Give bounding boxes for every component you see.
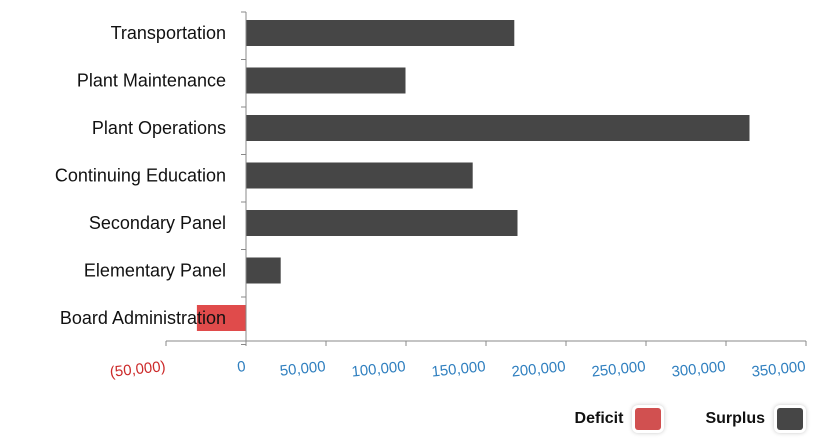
legend-swatch-surplus (777, 408, 803, 430)
category-label-secondary-panel: Secondary Panel (89, 213, 226, 233)
legend-item-deficit: Deficit (575, 408, 662, 430)
x-tick-label: (50,000) (109, 358, 166, 381)
x-tick-label: 150,000 (431, 358, 487, 381)
x-tick-label: 200,000 (511, 358, 567, 381)
x-tick-label: 350,000 (751, 358, 807, 381)
bar-plant-operations (245, 114, 751, 142)
bar-board-administration (195, 304, 247, 332)
legend-swatch-deficit (635, 408, 662, 430)
x-tick-label: 0 (236, 358, 246, 376)
legend-label-surplus: Surplus (705, 410, 765, 427)
axes-layer (165, 11, 807, 346)
bar-secondary-panel (245, 209, 519, 237)
category-label-plant-operations: Plant Operations (92, 118, 226, 138)
bar-transportation (245, 19, 516, 47)
category-label-elementary-panel: Elementary Panel (84, 261, 226, 281)
x-tick-label: 100,000 (351, 358, 407, 381)
legend-label-deficit: Deficit (574, 410, 624, 427)
x-tick-label: 250,000 (591, 358, 647, 381)
category-labels: Transportation Plant Maintenance Plant Ope… (55, 23, 226, 328)
x-tick-label: 50,000 (279, 358, 326, 380)
legend: Deficit Surplus (541, 404, 803, 434)
category-label-board-administration: Board Administration (60, 308, 226, 328)
bar-elementary-panel (245, 256, 282, 285)
bar-continuing-education (245, 161, 474, 190)
x-tick-label: 300,000 (671, 358, 727, 381)
legend-item-surplus: Surplus (705, 408, 803, 430)
x-tick-labels: (50,000) 0 50,000 100,000 150,000 200,000 250,… (109, 358, 806, 381)
category-label-transportation: Transportation (111, 23, 226, 43)
category-label-continuing-education: Continuing Education (55, 166, 226, 186)
bar-plant-maintenance (245, 66, 407, 95)
category-label-plant-maintenance: Plant Maintenance (77, 71, 226, 91)
bars-layer (195, 19, 751, 332)
